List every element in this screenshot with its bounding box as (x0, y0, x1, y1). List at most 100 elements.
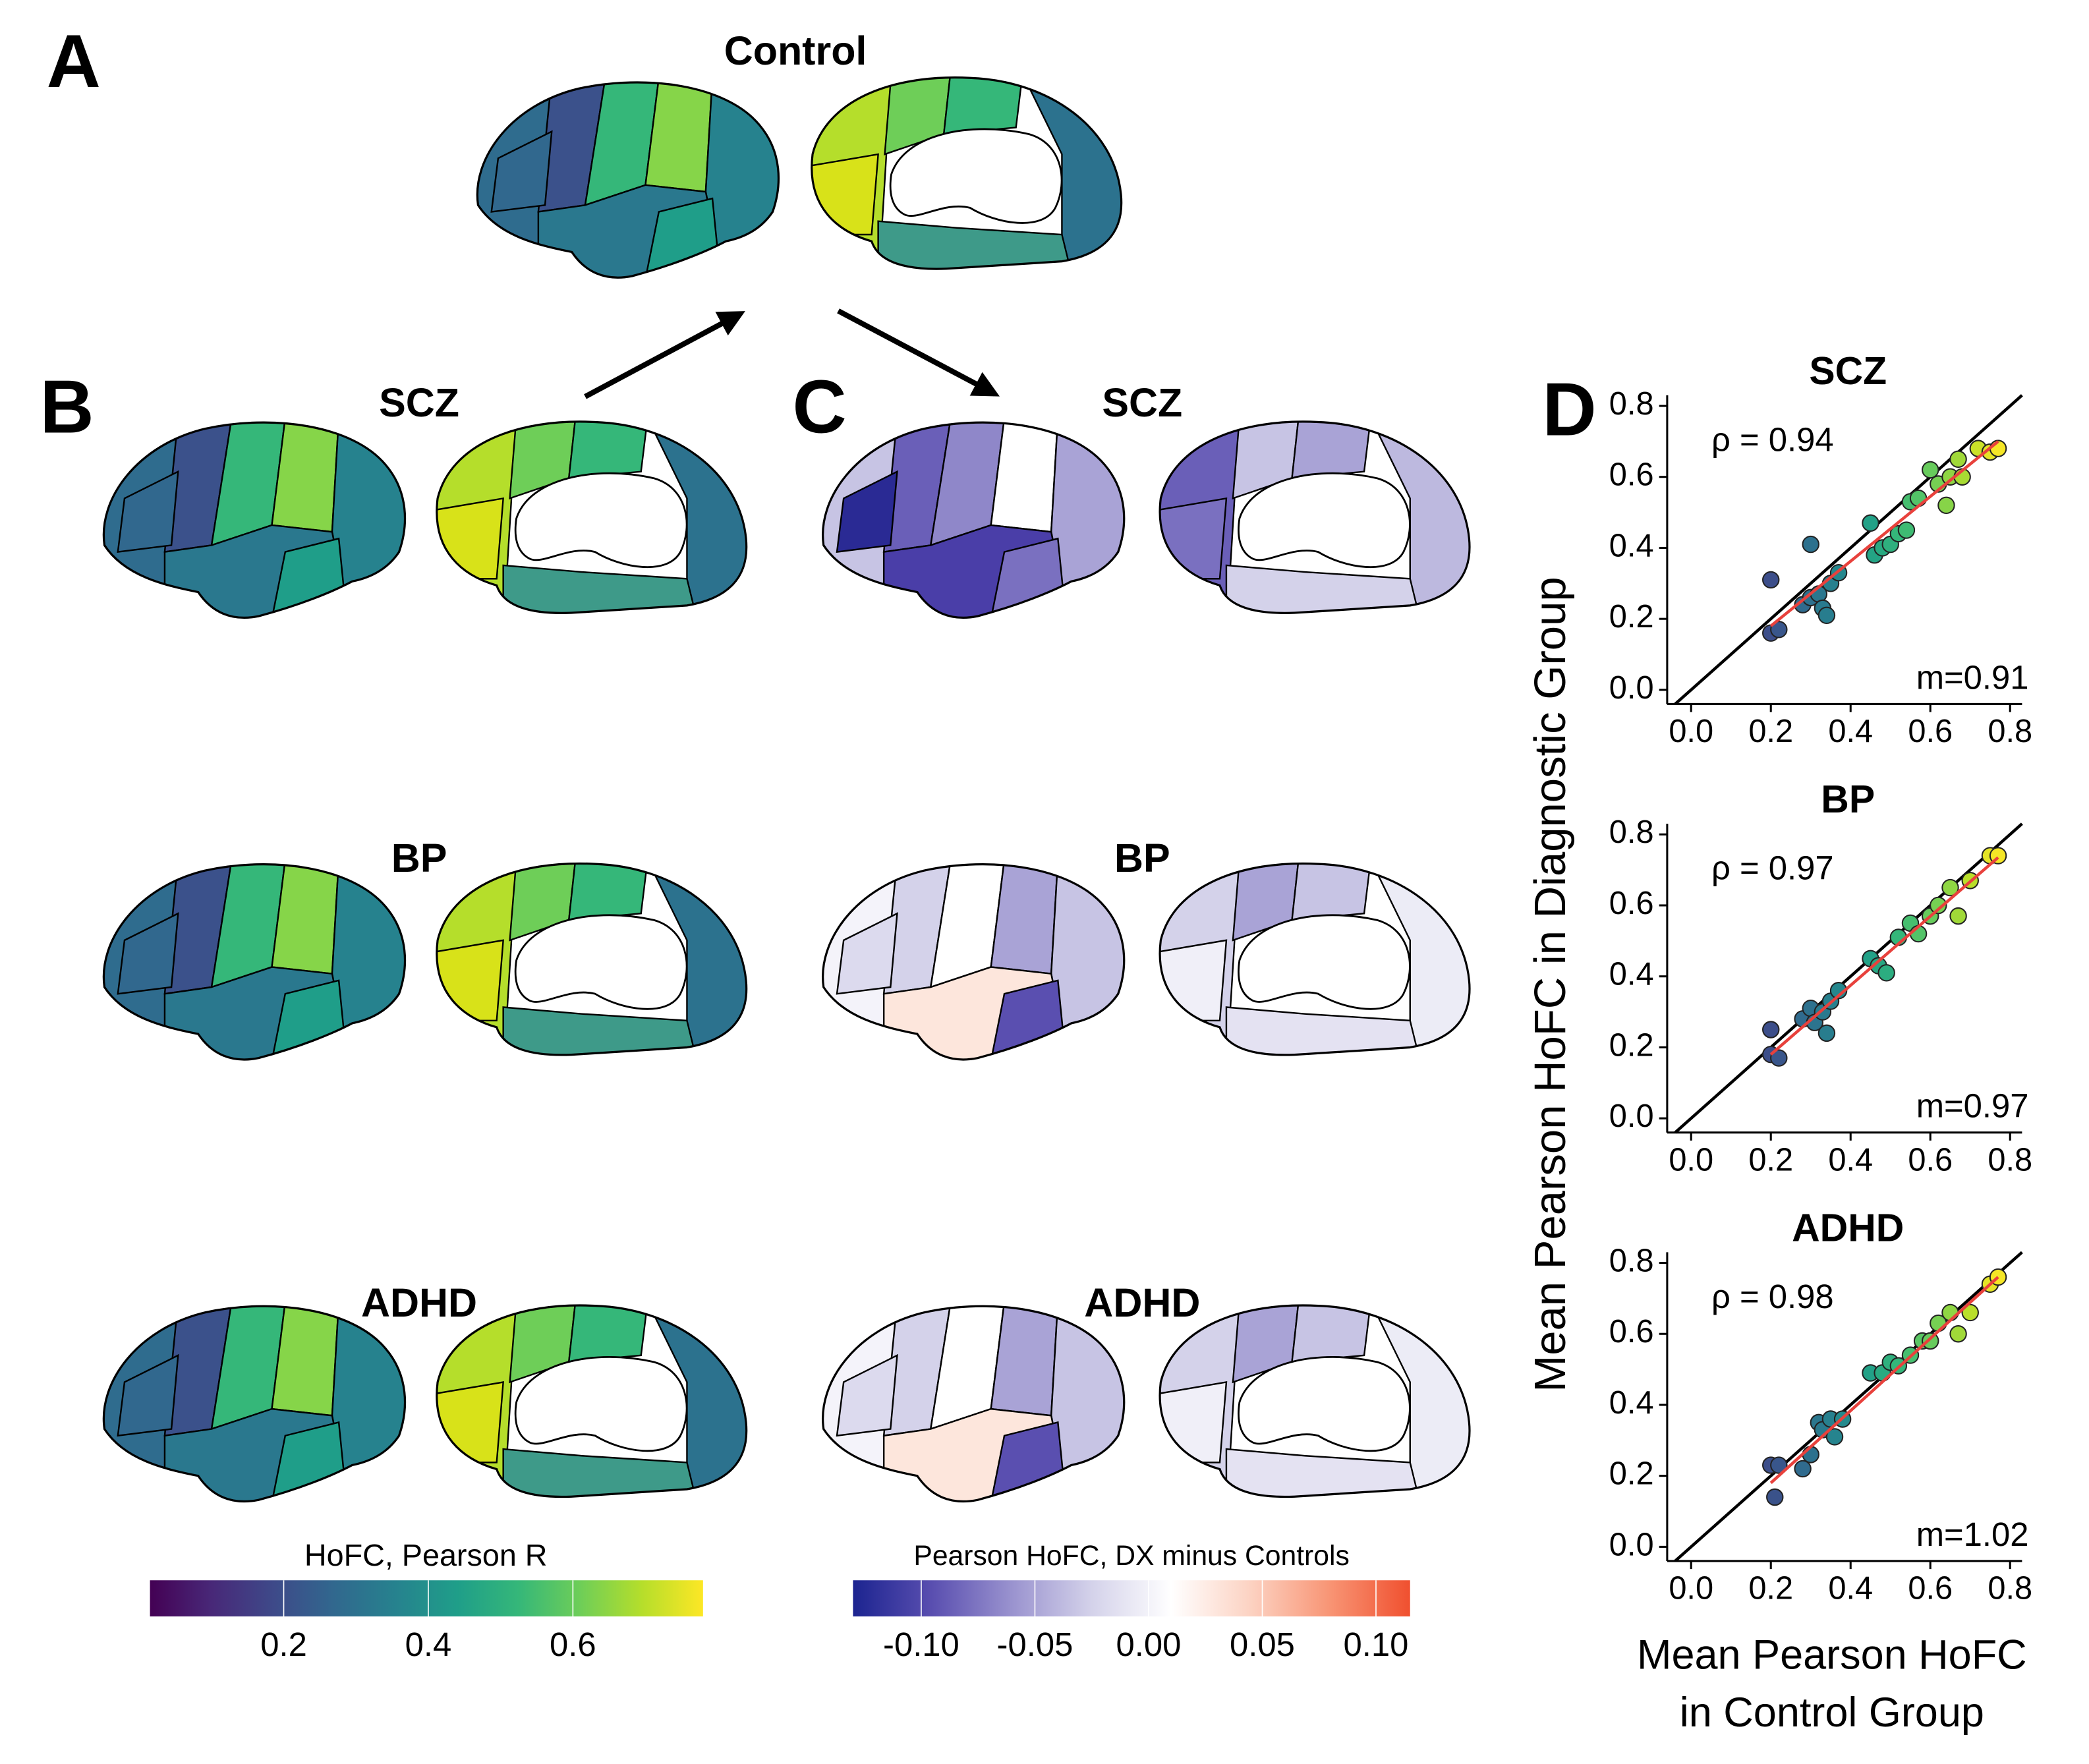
y-tick-label: 0.2 (1609, 1456, 1654, 1492)
brain-hole (514, 472, 688, 569)
y-tick-label: 0.8 (1609, 1243, 1654, 1278)
colorbar-tick-label: 0.2 (260, 1626, 307, 1663)
brain-regions (103, 864, 405, 1060)
brain-hole (889, 128, 1063, 224)
y-tick-label: 0.6 (1609, 886, 1654, 921)
y-tick-label: 0.4 (1609, 957, 1654, 992)
brain-region (1050, 864, 1124, 1060)
panel-label: B (40, 365, 94, 449)
brain-hemisphere (476, 81, 780, 279)
scatter-point (1825, 1428, 1844, 1446)
colorbar-tick-label: 0.6 (550, 1626, 596, 1663)
x-tick-label: 0.6 (1908, 1571, 1953, 1607)
brain-region (117, 912, 179, 995)
colorbar-tick-label: 0.4 (405, 1626, 452, 1663)
y-tick-label: 0.6 (1609, 1314, 1654, 1350)
scatter-point (1949, 907, 1967, 925)
brain-hemisphere (1159, 1304, 1471, 1498)
fit-line (1769, 856, 1999, 1056)
brain-hemisphere (1159, 862, 1471, 1056)
brain-region (117, 1353, 179, 1437)
brain-outline (1159, 862, 1471, 1056)
x-tick-label: 0.4 (1828, 1571, 1873, 1607)
identity-line (1674, 1251, 2023, 1562)
brain-region (836, 912, 898, 995)
brain-hemisphere (1159, 420, 1471, 614)
colorbar (853, 1580, 1410, 1617)
brain-title: Control (724, 28, 867, 73)
scatter-point (1922, 461, 1939, 479)
scatter-point (1862, 514, 1879, 532)
arrow (584, 311, 745, 399)
brain-title: BP (1114, 836, 1170, 880)
chart-title: ADHD (1792, 1207, 1904, 1249)
x-tick-label: 0.2 (1748, 714, 1793, 749)
brain-hole (514, 1355, 688, 1452)
brain-region (1291, 421, 1372, 480)
brain-region (502, 564, 701, 613)
brain-hemisphere (102, 421, 407, 619)
colorbar-label: Pearson HoFC, DX minus Controls (913, 1540, 1349, 1572)
x-axis-label: in Control Group (1680, 1690, 1984, 1736)
scatter-point (1794, 1460, 1812, 1478)
x-tick-label: 0.8 (1988, 1571, 2032, 1607)
brain-region (502, 1006, 701, 1055)
brain-hole (514, 914, 688, 1010)
scatter-point (1949, 450, 1967, 469)
brain-outline (102, 1305, 407, 1503)
colorbar-tick-label: 0.00 (1116, 1626, 1182, 1663)
scatter-point (1877, 964, 1895, 982)
brain-title: SCZ (379, 380, 459, 425)
brain-hole (1238, 914, 1411, 1010)
brain-outline (1159, 420, 1471, 614)
brain-region (490, 130, 553, 213)
brain-hole (1238, 1355, 1411, 1452)
brain-region (704, 82, 779, 278)
y-tick-label: 0.0 (1609, 1527, 1654, 1562)
panel-label: A (47, 20, 101, 103)
x-tick-label: 0.0 (1669, 1142, 1713, 1178)
colorbar-tick-label: 0.10 (1344, 1626, 1409, 1663)
colorbar-tick-label: 0.05 (1230, 1626, 1295, 1663)
brain-outline (436, 420, 748, 614)
scatter-point (1770, 1049, 1788, 1067)
x-tick-label: 0.6 (1908, 1142, 1953, 1178)
scatter-point (1922, 1332, 1939, 1350)
brain-region (836, 1353, 898, 1437)
brain-region (942, 77, 1024, 135)
y-tick-label: 0.4 (1609, 1385, 1654, 1421)
brain-region (1291, 863, 1372, 921)
brain-hemisphere (436, 420, 748, 614)
scatter-point (1941, 878, 1959, 897)
fit-line (1769, 1276, 1999, 1485)
scatter-point (1762, 1021, 1780, 1038)
brain-hemisphere (822, 1305, 1126, 1503)
x-tick-label: 0.4 (1828, 1142, 1873, 1178)
colorbar-tick-label: -0.10 (883, 1626, 959, 1663)
y-tick-label: 0.8 (1609, 814, 1654, 850)
brain-regions (822, 1306, 1124, 1502)
brain-outline (811, 76, 1123, 270)
x-tick-label: 0.8 (1988, 1142, 2032, 1178)
panel-label: C (793, 365, 847, 449)
y-tick-label: 0.6 (1609, 457, 1654, 493)
x-axis-label: Mean Pearson HoFC (1637, 1632, 2027, 1678)
fit-label: m=0.97 (1916, 1087, 2029, 1125)
fit-label: m=0.91 (1916, 658, 2029, 696)
brain-region (331, 1306, 405, 1502)
y-tick-label: 0.0 (1609, 670, 1654, 706)
brain-region (1225, 564, 1425, 613)
brain-regions (822, 422, 1124, 618)
brain-outline (822, 421, 1126, 619)
x-tick-label: 0.4 (1828, 714, 1873, 749)
brain-hemisphere (102, 863, 407, 1061)
brain-hemisphere (102, 1305, 407, 1503)
brain-title: BP (391, 836, 447, 880)
fit-line (1769, 440, 1999, 627)
scatter-point (1949, 1325, 1967, 1343)
brain-region (1050, 1306, 1124, 1502)
brain-outline (822, 863, 1126, 1061)
brain-hemisphere (822, 421, 1126, 619)
annotation: ρ = 0.98 (1711, 1278, 1834, 1315)
